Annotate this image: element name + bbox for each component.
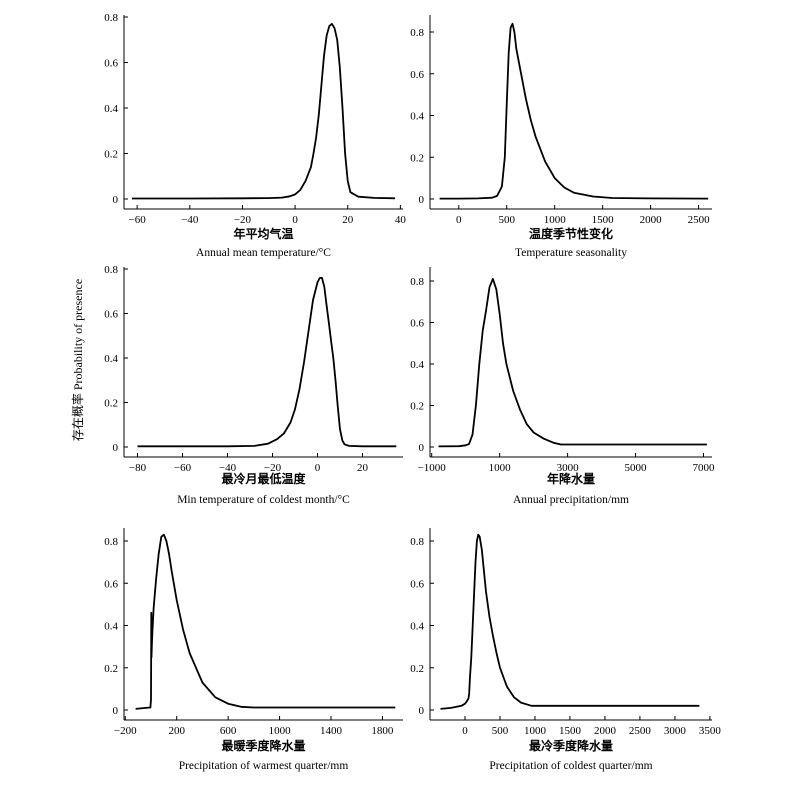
y-tick-label: 0.4	[410, 621, 424, 633]
x-axis-label-en: Temperature seasonality	[515, 247, 627, 259]
x-tick-label: 1400	[320, 725, 343, 737]
y-tick-label: 0.2	[410, 663, 424, 675]
y-tick-label: 0	[113, 705, 119, 717]
x-tick-label: 3500	[699, 725, 722, 737]
x-axis-label-en: Annual precipitation/mm	[513, 494, 629, 506]
panel-4: 0 0.2 0.4 0.6 0.8 −1000 1000 3000 5000 7000 年降水量 An…	[410, 267, 715, 506]
y-tick-label: 0.4	[410, 111, 424, 123]
y-tick-label: 0	[113, 442, 119, 454]
y-tick-label: 0.8	[410, 276, 424, 288]
panel-2: 0 0.2 0.4 0.6 0.8 0 500 1000 1500 2000 2500 温度季节性变化…	[410, 15, 712, 259]
x-tick-label: 1500	[592, 214, 615, 226]
x-tick-label: 0	[292, 214, 298, 226]
response-curve	[439, 22, 709, 200]
y-tick-label: 0.6	[104, 58, 118, 70]
x-axis-label-en: Min temperature of coldest month/°C	[177, 494, 350, 506]
x-tick-label: 5000	[625, 462, 648, 474]
x-tick-label: 2500	[688, 214, 711, 226]
x-tick-label: 20	[342, 214, 354, 226]
y-tick-label: 0.8	[410, 27, 424, 39]
y-tick-label: 0	[113, 194, 119, 206]
x-axis-label-cn: 最暖季度降水量	[221, 738, 305, 753]
y-tick-label: 0.4	[104, 621, 118, 633]
y-tick-label: 0.2	[104, 149, 118, 161]
y-tick-label: 0.4	[104, 103, 118, 115]
y-tick-label: 0.8	[104, 264, 118, 276]
x-tick-label: 20	[357, 462, 369, 474]
y-axis-label: 存在概率 Probability of presence	[70, 279, 85, 441]
x-tick-label: 1000	[544, 214, 567, 226]
x-tick-label: 2000	[640, 214, 663, 226]
x-axis-label-en: Precipitation of warmest quarter/mm	[179, 760, 349, 772]
panel-1: 0 0.2 0.4 0.6 0.8 −60 −40 −20 0 20 40 年平均气温 Annual m…	[104, 12, 406, 259]
x-tick-label: 500	[498, 214, 515, 226]
x-tick-label: 40	[395, 214, 407, 226]
response-curve	[135, 533, 396, 710]
y-tick-label: 0	[419, 442, 425, 454]
x-tick-label: −20	[264, 462, 282, 474]
y-tick-label: 0.8	[410, 536, 424, 548]
x-tick-label: 3000	[664, 725, 687, 737]
x-tick-label: −1000	[418, 462, 447, 474]
y-tick-label: 0.4	[104, 353, 118, 365]
y-tick-label: 0.4	[410, 359, 424, 371]
y-tick-label: 0.2	[104, 398, 118, 410]
panel-5: 0 0.2 0.4 0.6 0.8 −200 200 600 1000 1400 1800 最暖季度降…	[104, 528, 403, 772]
x-tick-label: 0	[315, 462, 321, 474]
x-axis-label-en: Precipitation of coldest quarter/mm	[489, 760, 652, 772]
y-tick-label: 0	[419, 194, 425, 206]
x-tick-label: 1800	[371, 725, 394, 737]
y-tick-label: 0	[419, 705, 425, 717]
y-tick-label: 0.2	[104, 663, 118, 675]
x-tick-label: 500	[492, 725, 509, 737]
x-axis-label-cn: 最冷月最低温度	[221, 471, 306, 486]
x-axis-label-cn: 最冷季度降水量	[529, 738, 613, 753]
x-tick-label: −60	[129, 214, 147, 226]
x-tick-label: 1500	[559, 725, 582, 737]
y-tick-label: 0.2	[410, 401, 424, 413]
x-tick-label: −20	[234, 214, 252, 226]
x-tick-label: 0	[462, 725, 468, 737]
panel-6: 0 0.2 0.4 0.6 0.8 0 500 1000 1500 2000 2500 3000 350…	[410, 528, 721, 772]
y-tick-label: 0.6	[410, 318, 424, 330]
x-tick-label: 1000	[489, 462, 512, 474]
x-tick-label: 7000	[693, 462, 716, 474]
y-tick-label: 0.2	[410, 152, 424, 164]
x-tick-label: 200	[168, 725, 185, 737]
y-tick-label: 0.8	[104, 12, 118, 24]
y-tick-label: 0.6	[104, 578, 118, 590]
x-tick-label: −60	[174, 462, 192, 474]
y-tick-label: 0.8	[104, 536, 118, 548]
x-axis-label-en: Annual mean temperature/°C	[196, 247, 331, 259]
x-tick-label: 1000	[524, 725, 547, 737]
y-tick-label: 0.6	[104, 309, 118, 321]
x-tick-label: 3000	[557, 462, 580, 474]
panel-3: 0 0.2 0.4 0.6 0.8 −80 −60 −40 −20 0 20 最冷月最低温度 Min t…	[104, 264, 403, 506]
x-axis-label-cn: 年平均气温	[233, 226, 293, 241]
response-curve	[137, 277, 397, 448]
x-tick-label: 1000	[269, 725, 292, 737]
x-tick-label: −80	[129, 462, 147, 474]
x-tick-label: −40	[181, 214, 199, 226]
y-tick-label: 0.6	[410, 578, 424, 590]
response-curve	[131, 22, 396, 200]
x-axis-label-cn: 温度季节性变化	[529, 226, 613, 241]
response-curve	[438, 278, 707, 448]
x-tick-label: 0	[456, 214, 462, 226]
x-tick-label: −40	[219, 462, 237, 474]
y-tick-label: 0.6	[410, 69, 424, 81]
x-tick-label: 2500	[629, 725, 652, 737]
response-curve	[440, 533, 700, 710]
x-tick-label: 2000	[594, 725, 617, 737]
x-tick-label: 600	[220, 725, 237, 737]
x-tick-label: −200	[114, 725, 137, 737]
x-axis-label-cn: 年降水量	[547, 471, 595, 486]
